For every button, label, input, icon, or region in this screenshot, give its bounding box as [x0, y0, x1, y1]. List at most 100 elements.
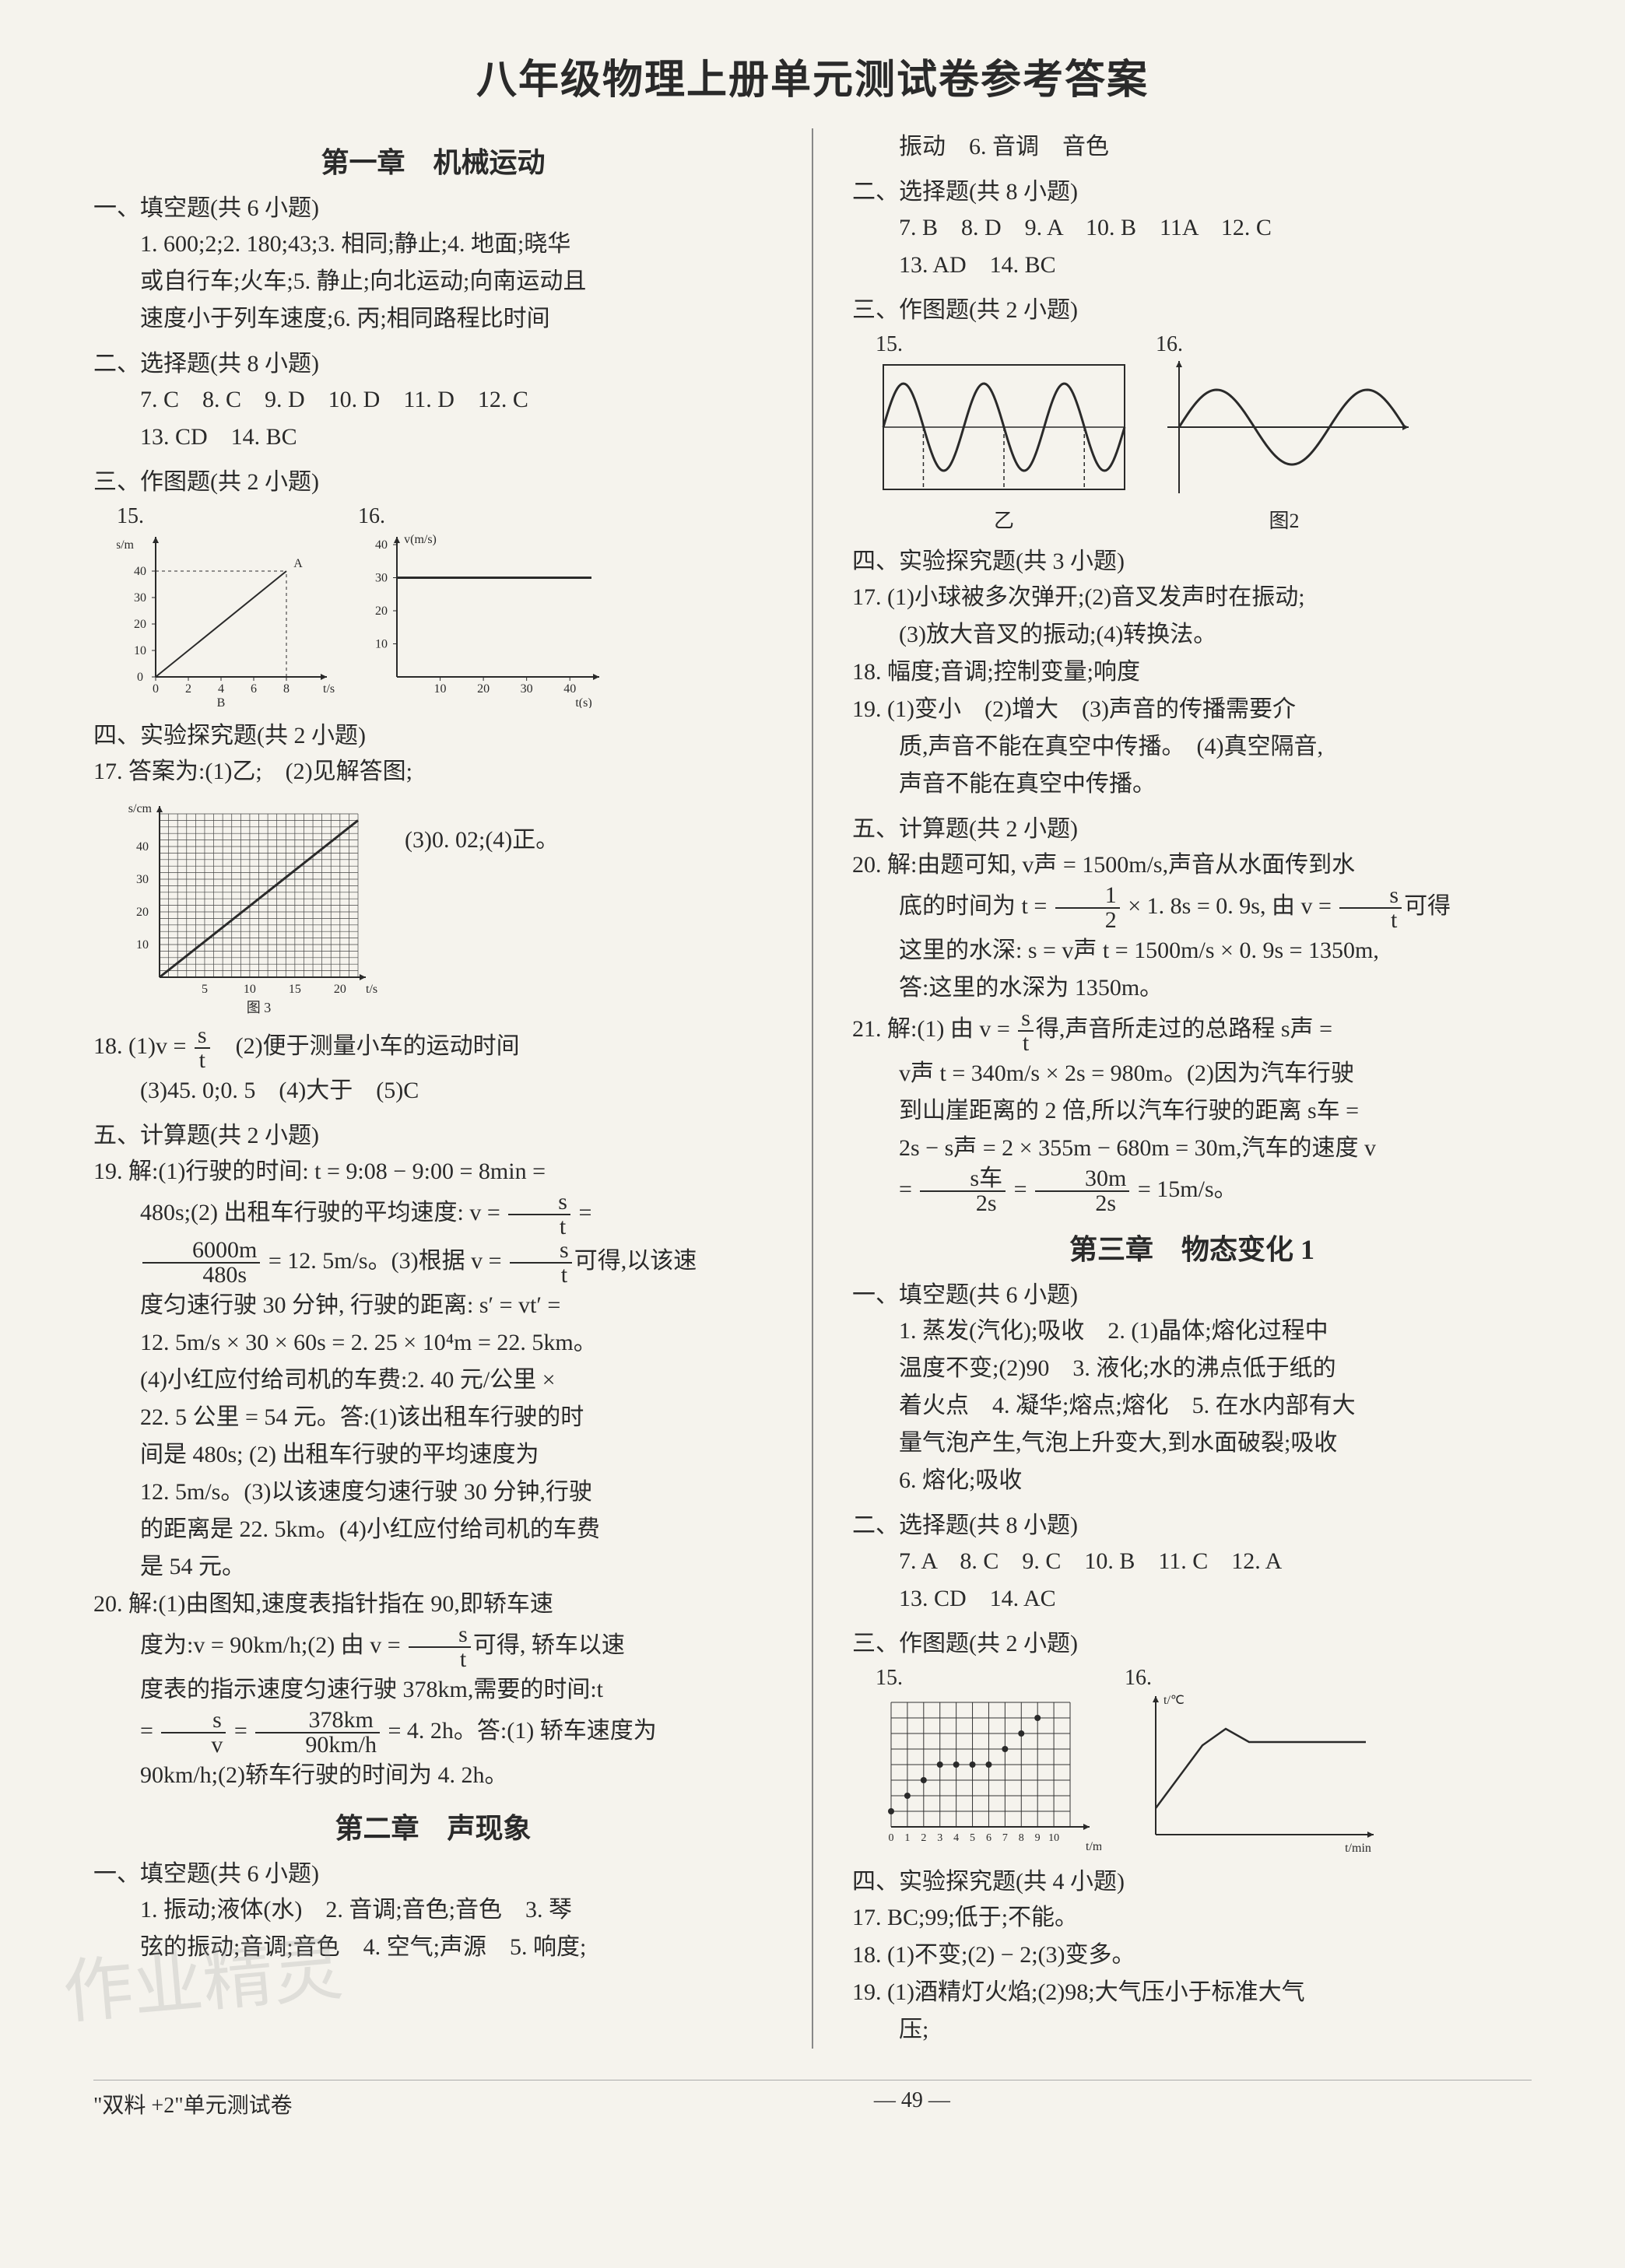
text: = [899, 1176, 918, 1202]
svg-text:1: 1 [904, 1832, 910, 1844]
ch3-sec3-header: 三、作图题(共 2 小题) [852, 1624, 1532, 1658]
text: 或自行车;火车;5. 静止;向北运动;向南运动且 [93, 263, 773, 300]
fraction: st [508, 1190, 570, 1239]
chart-c2-q16: 16. 图2 [1156, 332, 1413, 534]
text: 温度不变;(2)90 3. 液化;水的沸点低于纸的 [852, 1350, 1532, 1387]
text: 90km/h;(2)轿车行驶的时间为 4. 2h。 [93, 1757, 773, 1794]
svg-text:0: 0 [889, 1832, 894, 1844]
fraction: sv [161, 1709, 226, 1757]
text: (3)45. 0;0. 5 (4)大于 (5)C [93, 1072, 773, 1109]
text: 这里的水深: s = v声 t = 1500m/s × 0. 9s = 1350… [852, 932, 1532, 969]
svg-text:10: 10 [375, 638, 388, 651]
fraction: st [195, 1024, 210, 1072]
fig2-label: 图2 [1156, 505, 1413, 534]
q15-label: 15. [117, 504, 144, 529]
text: 1. 600;2;2. 180;43;3. 相同;静止;4. 地面;晓华 [93, 226, 773, 263]
text: (1)v = [128, 1033, 192, 1059]
text: 可得 [1404, 893, 1451, 919]
text: 着火点 4. 凝华;熔点;熔化 5. 在水内部有大 [852, 1387, 1532, 1425]
svg-text:0: 0 [137, 671, 143, 684]
svg-text:8: 8 [283, 682, 290, 696]
chapter3-title: 第三章 物态变化 1 [852, 1227, 1532, 1267]
svg-text:20: 20 [477, 682, 490, 696]
text: (4)小红应付给司机的车费:2. 40 元/公里 × [93, 1362, 773, 1399]
text: (2)便于测量小车的运动时间 [212, 1033, 520, 1059]
right-column: 振动 6. 音调 音色 二、选择题(共 8 小题) 7. B 8. D 9. A… [852, 128, 1532, 2049]
ch2-sec1-header: 一、填空题(共 6 小题) [93, 1854, 773, 1888]
svg-text:t/s: t/s [366, 983, 377, 996]
svg-text:5: 5 [970, 1832, 975, 1844]
fraction: 378km90km/h [255, 1709, 380, 1757]
page-footer: "双料 +2"单元测试卷 — 49 — [93, 2080, 1532, 2119]
text: = [1008, 1176, 1033, 1202]
q18-num: 18. [93, 1033, 123, 1059]
chart-c1-q15: 15. 02468010203040s/mt/sAB [117, 504, 335, 708]
text: 7. B 8. D 9. A 10. B 11A 12. C [852, 209, 1532, 247]
text: (3)放大音叉的振动;(4)转换法。 [852, 616, 1532, 654]
svg-text:4: 4 [953, 1832, 959, 1844]
text: 声音不能在真空中传播。 [852, 766, 1532, 803]
text: 19. (1)酒精灯火焰;(2)98;大气压小于标准大气 [852, 1974, 1532, 2011]
svg-text:10: 10 [244, 983, 256, 996]
text: v声 t = 340m/s × 2s = 980m。(2)因为汽车行驶 [852, 1055, 1532, 1092]
text: 可得, 轿车以速 [473, 1632, 625, 1658]
chart-c3-q15: 15. 012345678910t/min [876, 1666, 1101, 1854]
svg-text:30: 30 [375, 572, 388, 585]
q16-label: 16. [1125, 1666, 1152, 1691]
q15-label: 15. [876, 332, 903, 357]
text: 1. 蒸发(汽化);吸收 2. (1)晶体;熔化过程中 [852, 1313, 1532, 1350]
svg-text:B: B [217, 696, 226, 708]
svg-text:t/min: t/min [1345, 1842, 1371, 1854]
fraction: st [1339, 884, 1402, 932]
text: 的距离是 22. 5km。(4)小红应付给司机的车费 [93, 1511, 773, 1548]
column-divider [812, 128, 813, 2049]
svg-text:t(s): t(s) [575, 696, 591, 708]
text: = 4. 2h。答:(1) 轿车速度为 [382, 1718, 657, 1744]
fraction: 12 [1055, 884, 1120, 932]
svg-text:9: 9 [1035, 1832, 1041, 1844]
ch3-sec2-header: 二、选择题(共 8 小题) [852, 1506, 1532, 1540]
chart-c3-q16: 16. t/℃t/min [1125, 1666, 1381, 1854]
text: 13. CD 14. AC [852, 1580, 1532, 1618]
text: 13. CD 14. BC [93, 419, 773, 456]
svg-text:10: 10 [1048, 1832, 1059, 1844]
text: 18. 幅度;音调;控制变量;响度 [852, 654, 1532, 691]
text: 12. 5m/s。(3)以该速度匀速行驶 30 分钟,行驶 [93, 1474, 773, 1511]
text: 22. 5 公里 = 54 元。答:(1)该出租车行驶的时 [93, 1399, 773, 1436]
text: (3)0. 02;(4)正。 [405, 822, 559, 859]
svg-text:20: 20 [136, 906, 149, 919]
fraction: s车2s [920, 1167, 1006, 1215]
chart-c1-q17: 510152010203040s/cmt/s图 3 [117, 798, 381, 1016]
svg-text:A: A [293, 557, 303, 570]
text: 量气泡产生,气泡上升变大,到水面破裂;吸收 [852, 1425, 1532, 1462]
fraction: 30m2s [1035, 1167, 1129, 1215]
content-columns: 第一章 机械运动 一、填空题(共 6 小题) 1. 600;2;2. 180;4… [93, 128, 1532, 2049]
q15-label: 15. [876, 1666, 903, 1691]
text: 底的时间为 t = [899, 893, 1053, 919]
svg-text:15: 15 [289, 983, 301, 996]
svg-text:t/s: t/s [323, 682, 335, 696]
fraction: st [409, 1623, 471, 1671]
text: 1. 振动;液体(水) 2. 音调;音色;音色 3. 琴 [93, 1891, 773, 1929]
text: 压; [852, 2011, 1532, 2049]
page-title: 八年级物理上册单元测试卷参考答案 [93, 47, 1532, 105]
ch1-sec2-header: 二、选择题(共 8 小题) [93, 344, 773, 378]
svg-text:t/min: t/min [1086, 1840, 1101, 1853]
svg-text:2: 2 [185, 682, 191, 696]
q16-label: 16. [1156, 332, 1183, 357]
text: = s车2s = 30m2s = 15m/s。 [852, 1167, 1532, 1215]
text: × 1. 8s = 0. 9s, 由 v = [1122, 893, 1338, 919]
text: 速度小于列车速度;6. 丙;相同路程比时间 [93, 300, 773, 338]
chart-c1-q16: 16. 1020304010203040v(m/s)t(s) [358, 504, 607, 708]
ch3-sec1-header: 一、填空题(共 6 小题) [852, 1275, 1532, 1309]
text: 18. (1)不变;(2) − 2;(3)变多。 [852, 1937, 1532, 1974]
ch2-sec3-header: 三、作图题(共 2 小题) [852, 290, 1532, 324]
text: 20. 解:由题可知, v声 = 1500m/s,声音从水面传到水 [852, 847, 1532, 884]
ch1-sec5-header: 五、计算题(共 2 小题) [93, 1116, 773, 1150]
text: 2s − s声 = 2 × 355m − 680m = 30m,汽车的速度 v [852, 1130, 1532, 1167]
text: 480s;(2) 出租车行驶的平均速度: v = [140, 1200, 506, 1225]
svg-text:s/m: s/m [117, 538, 135, 552]
svg-text:5: 5 [202, 983, 208, 996]
svg-text:30: 30 [134, 591, 146, 605]
svg-text:40: 40 [134, 565, 146, 578]
